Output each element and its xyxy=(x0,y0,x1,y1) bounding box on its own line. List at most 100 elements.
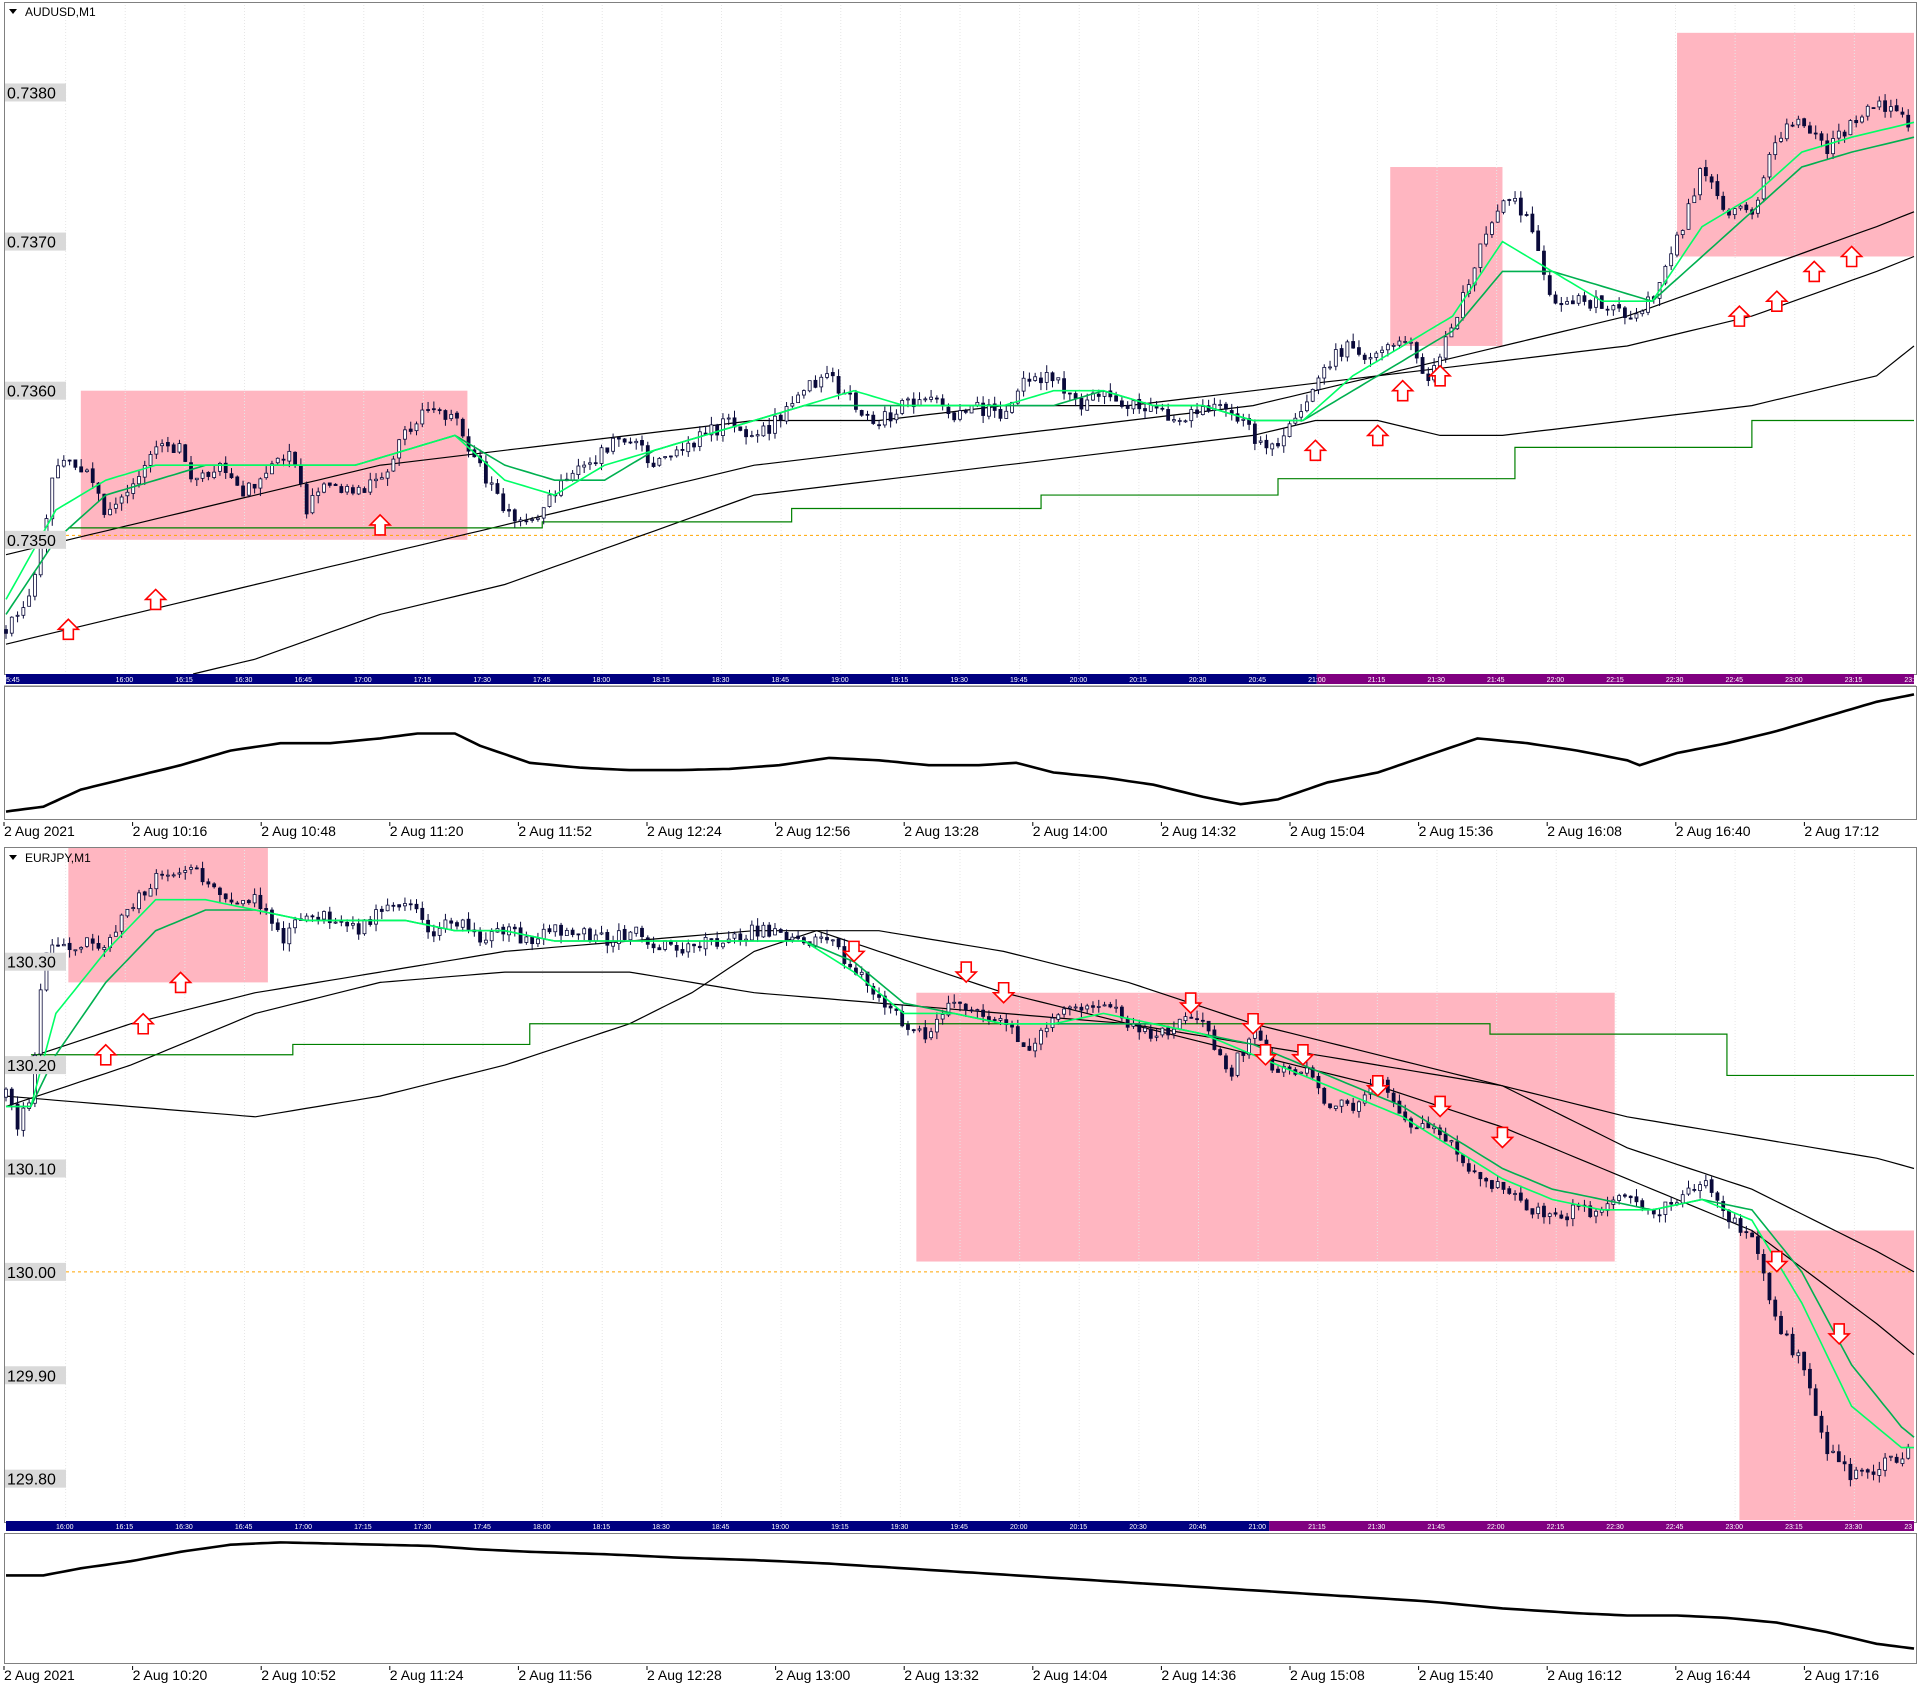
audusd-candle-body xyxy=(663,456,668,459)
audusd-candle-body xyxy=(1102,391,1107,397)
audusd-candle-body xyxy=(929,396,933,400)
eurjpy-candle-body xyxy=(992,1019,997,1021)
eurjpy-candle-body xyxy=(1177,1018,1182,1030)
audusd-candle-body xyxy=(1287,423,1292,437)
audusd-candle-body xyxy=(431,408,436,411)
eurjpy-candle-body xyxy=(611,941,615,947)
audusd-candle-body xyxy=(1044,372,1049,383)
audusd-candle-body xyxy=(61,459,66,467)
eurjpy-signal-zone xyxy=(68,848,268,983)
eurjpy-candle-body xyxy=(894,1008,899,1011)
eurjpy-candle-body xyxy=(1888,1455,1893,1458)
audusd-candle-body xyxy=(1547,275,1552,295)
eurjpy-candle-body xyxy=(1339,1099,1344,1107)
audusd-candle-body xyxy=(1663,265,1668,284)
eurjpy-session-tick-label: 23 xyxy=(1904,1524,1912,1531)
eurjpy-price-label-bg xyxy=(5,1262,66,1281)
eurjpy-candle-body xyxy=(351,923,355,926)
audusd-candle-body xyxy=(1397,340,1402,346)
audusd-candle-body xyxy=(1420,357,1425,374)
eurjpy-candle-body xyxy=(796,935,801,939)
audusd-candle-body xyxy=(813,379,818,388)
eurjpy-candle-body xyxy=(1570,1204,1575,1220)
audusd-candle-body xyxy=(27,595,32,607)
audusd-time-label: 2 Aug 13:28 xyxy=(904,823,979,839)
audusd-candle-body xyxy=(1721,195,1726,210)
audusd-candle-body xyxy=(1518,197,1523,216)
audusd-candle-body xyxy=(749,435,754,437)
audusd-time-label: 2 Aug 11:52 xyxy=(518,823,592,839)
audusd-candle-body xyxy=(1443,336,1448,359)
audusd-candle-body xyxy=(669,455,673,458)
eurjpy-candle-body xyxy=(1594,1210,1598,1217)
audusd-candle-body xyxy=(15,614,20,617)
audusd-candle-body xyxy=(1871,107,1876,109)
eurjpy-candle-body xyxy=(322,911,326,920)
audusd-candle-body xyxy=(628,441,633,444)
eurjpy-candle-body xyxy=(848,963,853,968)
eurjpy-candle-body xyxy=(160,873,165,876)
eurjpy-oscillator-panel[interactable] xyxy=(4,1533,1917,1664)
audusd-price-label-bg xyxy=(5,232,66,251)
collapse-triangle-icon[interactable] xyxy=(9,855,17,860)
eurjpy-candle-body xyxy=(1067,1006,1072,1009)
eurjpy-candle-body xyxy=(177,872,182,875)
eurjpy-candle-body xyxy=(165,874,170,877)
audusd-candle-body xyxy=(1183,420,1188,423)
eurjpy-ema-fast-line xyxy=(6,898,1914,1449)
eurjpy-candle-body xyxy=(755,925,760,937)
audusd-candle-body xyxy=(270,463,274,475)
eurjpy-candle-body xyxy=(293,919,297,929)
eurjpy-candle-body xyxy=(235,902,240,905)
eurjpy-candle-body xyxy=(1137,1023,1142,1033)
eurjpy-candle-body xyxy=(570,929,575,935)
audusd-session-tick-label: 22:45 xyxy=(1726,677,1744,684)
eurjpy-session-bar xyxy=(1269,1521,1914,1531)
audusd-candle-body xyxy=(1790,124,1795,127)
eurjpy-candle-body xyxy=(403,903,407,907)
eurjpy-candle-body xyxy=(686,943,691,953)
collapse-triangle-icon[interactable] xyxy=(9,9,17,14)
audusd-candle-body xyxy=(755,434,760,437)
audusd-candle-body xyxy=(293,451,297,466)
audusd-candle-body xyxy=(588,462,592,465)
eurjpy-candle-body xyxy=(975,1009,980,1011)
eurjpy-candle-body xyxy=(859,971,864,975)
eurjpy-candle-body xyxy=(1686,1187,1691,1195)
eurjpy-candle-body xyxy=(1461,1154,1465,1164)
audusd-session-tick-label: 18:00 xyxy=(593,677,611,684)
audusd-candle-body xyxy=(1495,210,1500,223)
eurjpy-candle-body xyxy=(1796,1352,1801,1357)
audusd-candle-body xyxy=(200,472,205,479)
audusd-session-bar xyxy=(1316,674,1914,684)
audusd-candle-body xyxy=(784,406,789,422)
audusd-oscillator-panel[interactable] xyxy=(4,686,1917,820)
eurjpy-candle-body xyxy=(1871,1471,1876,1475)
audusd-time-label: 2 Aug 14:32 xyxy=(1161,823,1236,839)
audusd-candle-body xyxy=(651,462,656,467)
audusd-candle-body xyxy=(1559,303,1564,306)
audusd-time-label: 2 Aug 12:56 xyxy=(776,823,851,839)
eurjpy-time-label: 2 Aug 11:56 xyxy=(518,1667,592,1683)
audusd-candle-body xyxy=(137,476,141,485)
eurjpy-candle-body xyxy=(1091,1005,1095,1008)
eurjpy-candle-body xyxy=(443,919,448,929)
eurjpy-candle-body xyxy=(56,944,60,947)
audusd-candle-body xyxy=(900,400,905,414)
eurjpy-candle-body xyxy=(1224,1055,1228,1070)
eurjpy-price-label-bg xyxy=(5,1056,66,1075)
audusd-candle-body xyxy=(998,409,1003,419)
eurjpy-candle-body xyxy=(1310,1067,1315,1078)
audusd-candle-body xyxy=(96,482,101,494)
eurjpy-candle-body xyxy=(1108,1004,1113,1008)
audusd-time-label: 2 Aug 11:20 xyxy=(390,823,464,839)
eurjpy-price-label: 129.90 xyxy=(7,1368,56,1385)
eurjpy-candle-body xyxy=(1143,1027,1147,1032)
audusd-session-tick-label: 20:45 xyxy=(1249,677,1267,684)
audusd-candle-body xyxy=(1865,105,1870,117)
eurjpy-session-tick-label: 20:15 xyxy=(1070,1524,1088,1531)
audusd-candle-body xyxy=(1646,296,1650,313)
eurjpy-candle-body xyxy=(1518,1192,1523,1201)
audusd-candle-body xyxy=(241,485,245,497)
eurjpy-candle-body xyxy=(813,936,818,948)
